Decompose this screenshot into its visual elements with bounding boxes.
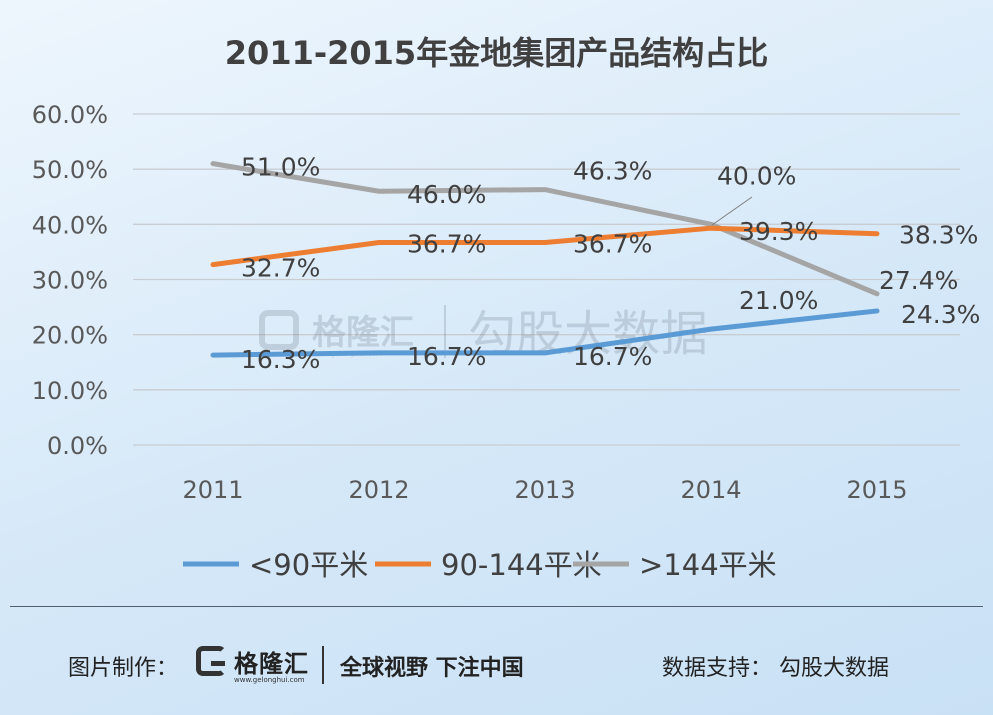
x-tick-labels: 2011 2012 2013 2014 2015 xyxy=(182,476,907,504)
legend: <90平米 90-144平米 >144平米 xyxy=(183,548,777,582)
y-tick-labels: 0.0% 10.0% 20.0% 30.0% 40.0% 50.0% 60.0% xyxy=(32,101,108,460)
data-label: 36.7% xyxy=(407,230,486,259)
x-tick-label: 2011 xyxy=(182,476,243,504)
watermark-logo-icon xyxy=(259,310,299,350)
data-label: 24.3% xyxy=(901,300,980,329)
data-labels: 16.3% 16.7% 16.7% 21.0% 24.3% 32.7% 36.7% 36.7%… xyxy=(241,153,980,374)
data-label: 36.7% xyxy=(573,230,652,259)
y-tick-label: 60.0% xyxy=(32,101,108,129)
x-tick-label: 2015 xyxy=(846,476,907,504)
data-label: 51.0% xyxy=(241,153,320,182)
x-tick-label: 2012 xyxy=(348,476,409,504)
data-label: 32.7% xyxy=(241,254,320,283)
data-label: 39.3% xyxy=(739,217,818,246)
series-line xyxy=(210,308,880,358)
data-label: 16.7% xyxy=(573,342,652,371)
data-label: 46.3% xyxy=(573,157,652,186)
y-tick-label: 40.0% xyxy=(32,211,108,239)
y-tick-label: 10.0% xyxy=(32,377,108,405)
series-line xyxy=(210,225,880,268)
data-label: 27.4% xyxy=(879,266,958,295)
line-chart: 0.0%10.0%20.0%30.0%40.0%50.0%60.0% 2011 2… xyxy=(32,101,981,582)
series-line xyxy=(210,161,880,297)
y-tick-label: 0.0% xyxy=(47,432,108,460)
y-tick-label: 20.0% xyxy=(32,322,108,350)
data-label: 16.3% xyxy=(241,345,320,374)
logo-url: www.gelonghui.com xyxy=(234,676,305,684)
data-label: 40.0% xyxy=(717,161,796,190)
logo-name: 格隆汇 xyxy=(234,650,309,678)
data-label: 38.3% xyxy=(899,221,978,250)
data-label: 46.0% xyxy=(407,180,486,209)
footer-separator xyxy=(322,646,324,684)
footer-divider xyxy=(10,606,983,607)
leader-line-40-0 xyxy=(711,196,753,226)
chart-title: 2011-2015年金地集团产品结构占比 xyxy=(224,34,769,72)
gridlines xyxy=(133,113,960,446)
legend-label: <90平米 xyxy=(249,548,368,582)
slogan: 全球视野 下注中国 xyxy=(340,656,524,681)
y-tick-label: 50.0% xyxy=(32,156,108,184)
data-label: 16.7% xyxy=(407,342,486,371)
legend-label: >144平米 xyxy=(639,548,777,582)
made-by-label: 图片制作： xyxy=(68,656,179,681)
g-logo-icon xyxy=(196,646,226,676)
x-tick-label: 2013 xyxy=(514,476,575,504)
data-label: 21.0% xyxy=(739,286,818,315)
footer: 图片制作： 格隆汇 www.gelonghui.com 全球视野 下注中国 数据… xyxy=(0,640,993,690)
series-lines xyxy=(210,161,880,358)
watermark-brand: 格隆汇 xyxy=(312,313,414,353)
y-tick-label: 30.0% xyxy=(32,267,108,295)
x-tick-label: 2014 xyxy=(680,476,741,504)
data-source: 数据支持： 勾股大数据 xyxy=(662,656,889,681)
gelonghui-logo: 格隆汇 www.gelonghui.com xyxy=(196,644,316,684)
